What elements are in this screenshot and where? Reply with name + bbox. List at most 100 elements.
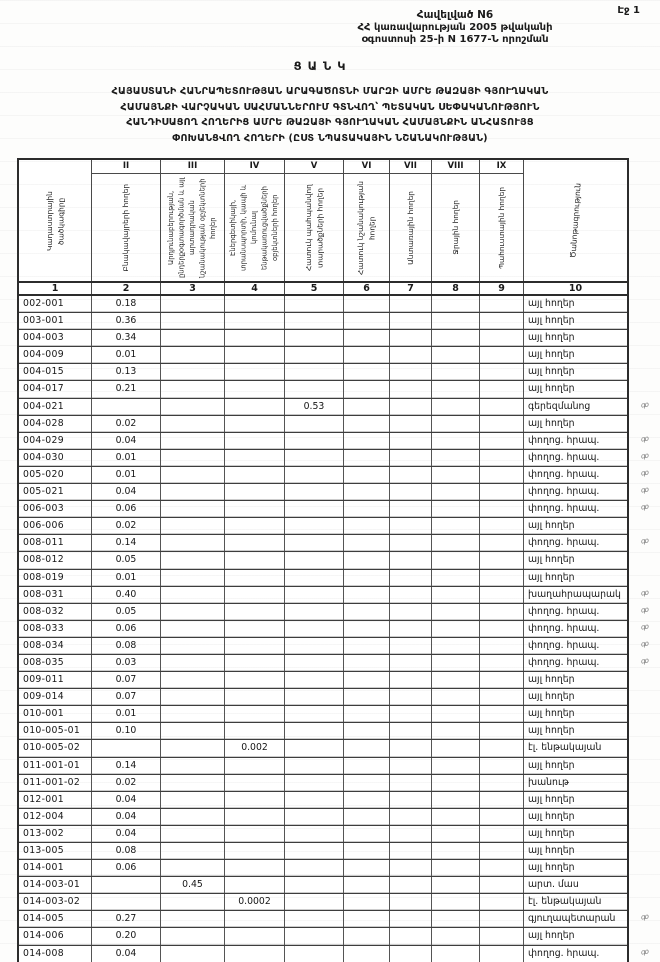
table-row: 005-021 0.04 փողոց. հրապ. գօ xyxy=(19,484,649,502)
cell-c3 xyxy=(161,774,225,791)
cell-c9 xyxy=(480,825,524,842)
cell-c6 xyxy=(344,706,390,723)
cell-c2: 0.02 xyxy=(92,774,161,791)
cell-c9 xyxy=(480,791,524,808)
column-number: 9 xyxy=(480,283,524,294)
column-number: 8 xyxy=(432,283,480,294)
cell-c9 xyxy=(480,894,524,911)
table-row: 004-015 0.13 այլ հողեր xyxy=(19,364,627,382)
cell-c2: 0.34 xyxy=(92,330,161,347)
cell-c7 xyxy=(390,535,432,552)
table-row: 008-019 0.01 այլ հողեր xyxy=(19,569,627,587)
cell-c6 xyxy=(344,637,390,654)
cadastral-code-cell: 009-011 xyxy=(19,672,92,689)
column-header-forest-lands: VII Անտառային հողեր xyxy=(390,160,432,281)
cell-c3 xyxy=(161,415,225,432)
cadastral-code-cell: 014-006 xyxy=(19,928,92,945)
cadastral-code-cell: 004-003 xyxy=(19,330,92,347)
cell-c2 xyxy=(92,877,161,894)
document-title: ՑԱՆԿ xyxy=(293,59,352,73)
handwritten-margin-mark: գօ xyxy=(640,588,649,598)
cell-c9 xyxy=(480,364,524,381)
column-label: Հատուկ պահպանվող տարածքների հողեր xyxy=(303,184,324,271)
cell-c2: 0.07 xyxy=(92,689,161,706)
cell-c7 xyxy=(390,330,432,347)
cell-c9 xyxy=(480,877,524,894)
cell-c4 xyxy=(225,398,285,415)
table-row: 013-002 0.04 այլ հողեր xyxy=(19,825,627,843)
cell-c4 xyxy=(225,774,285,791)
cell-c5 xyxy=(285,689,344,706)
cell-c3 xyxy=(161,689,225,706)
cell-c7 xyxy=(390,723,432,740)
table-body: 002-001 0.18 այլ հողեր 003-001 0.36 այլ … xyxy=(19,296,649,962)
cell-c7 xyxy=(390,347,432,364)
note-cell: փողոց. հրապ. xyxy=(528,622,600,634)
cell-c3 xyxy=(161,484,225,501)
cell-c7 xyxy=(390,398,432,415)
cell-c5 xyxy=(285,825,344,842)
cell-c6 xyxy=(344,723,390,740)
cell-c9 xyxy=(480,689,524,706)
cell-c5 xyxy=(285,911,344,928)
cadastral-code-cell: 008-012 xyxy=(19,552,92,569)
page-number-label: Էջ 1 xyxy=(617,5,640,16)
cell-c9 xyxy=(480,398,524,415)
cadastral-code-cell: 011-001-02 xyxy=(19,774,92,791)
cell-c6 xyxy=(344,689,390,706)
cadastral-code-cell: 011-001-01 xyxy=(19,757,92,774)
cell-c8 xyxy=(432,757,480,774)
note-cell: արտ. մաս xyxy=(528,879,579,891)
cadastral-code-cell: 004-028 xyxy=(19,415,92,432)
subtitle-line: ՀԱՅԱՍՏԱՆԻ ՀԱՆՐԱՊԵՏՈՒԹՅԱՆ ԱՐԱԳԱԾՈՏՆԻ ՄԱՐԶ… xyxy=(111,86,549,97)
cell-c9 xyxy=(480,569,524,586)
cadastral-code-cell: 008-011 xyxy=(19,535,92,552)
cell-c4 xyxy=(225,723,285,740)
table-row: 014-003-01 0.45 արտ. մաս xyxy=(19,877,627,895)
cell-c8 xyxy=(432,860,480,877)
cell-c4 xyxy=(225,296,285,313)
cell-c2: 0.02 xyxy=(92,415,161,432)
cell-c4 xyxy=(225,911,285,928)
cell-c7 xyxy=(390,501,432,518)
cell-c6 xyxy=(344,586,390,603)
cell-c6 xyxy=(344,774,390,791)
cell-c3 xyxy=(161,466,225,484)
cell-c4 xyxy=(225,928,285,945)
cell-c9 xyxy=(480,381,524,398)
cell-c4: 0.002 xyxy=(225,740,285,757)
column-number: 5 xyxy=(285,283,344,294)
cell-c3 xyxy=(161,313,225,330)
column-number: 6 xyxy=(344,283,390,294)
cadastral-code-cell: 006-003 xyxy=(19,501,92,518)
cadastral-code-cell: 004-029 xyxy=(19,432,92,449)
cell-c4 xyxy=(225,689,285,706)
cell-c8 xyxy=(432,518,480,535)
cell-c6 xyxy=(344,398,390,415)
column-label: Բնակավայրերի հողեր xyxy=(121,183,131,272)
cell-c4 xyxy=(225,706,285,723)
cell-c4 xyxy=(225,330,285,347)
column-header-note: Ծանոթագրություն xyxy=(524,160,627,281)
cell-c4 xyxy=(225,757,285,774)
note-cell: փողոց. հրապ. xyxy=(528,451,600,463)
cell-c2: 0.05 xyxy=(92,552,161,569)
cell-c3 xyxy=(161,843,225,860)
cell-c4 xyxy=(225,945,285,962)
cell-c7 xyxy=(390,860,432,877)
column-number: 1 xyxy=(19,283,92,294)
cell-c3 xyxy=(161,364,225,381)
table-row: 004-029 0.04 փողոց. հրապ. գօ xyxy=(19,432,649,450)
cell-c2: 0.07 xyxy=(92,672,161,689)
cell-c3 xyxy=(161,552,225,569)
cell-c3 xyxy=(161,637,225,654)
cell-c6 xyxy=(344,603,390,620)
column-number: 10 xyxy=(568,283,583,294)
cell-c9 xyxy=(480,586,524,603)
column-roman-numeral: V xyxy=(285,160,343,174)
column-label: Կադաստրային ծածկագիրը xyxy=(44,190,65,251)
cell-c4 xyxy=(225,637,285,654)
cell-c6 xyxy=(344,364,390,381)
cell-c6 xyxy=(344,296,390,313)
